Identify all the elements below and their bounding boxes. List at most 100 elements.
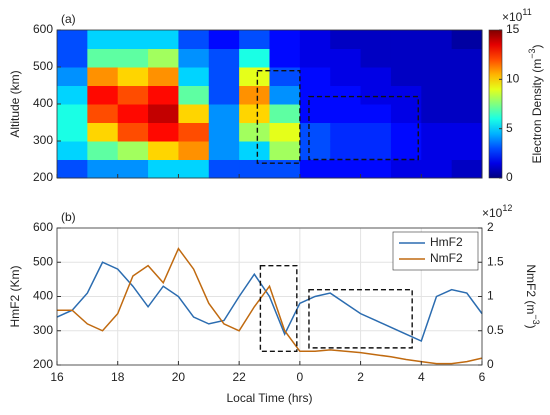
x-tick-label: 4: [418, 370, 425, 384]
heat-cell: [421, 122, 453, 142]
heat-cell: [208, 159, 240, 179]
heat-cell: [299, 85, 331, 105]
heat-cell: [148, 141, 179, 160]
y2-tick-label: 0.5: [487, 323, 504, 337]
heat-cell: [421, 159, 453, 179]
heat-cell: [330, 85, 362, 105]
heat-cell: [239, 141, 270, 160]
heat-cell: [117, 159, 149, 179]
legend-label: HmF2: [430, 235, 463, 249]
heat-cell: [239, 104, 270, 123]
y2-axis-label-part: NmF2 (m: [524, 264, 538, 314]
heat-cell: [57, 141, 88, 160]
heat-cell: [360, 159, 392, 179]
heat-cell: [269, 141, 301, 160]
heat-cell: [451, 141, 483, 160]
y-tick-label: 200: [33, 170, 53, 184]
heat-cell: [360, 85, 392, 105]
heat-cell: [421, 67, 453, 86]
highlight-box: [308, 95, 419, 161]
heat-cell: [208, 85, 240, 105]
heat-cell: [148, 85, 179, 105]
heat-cell: [87, 48, 119, 68]
colorbar-multiplier-part: 11: [522, 7, 531, 17]
legend-box: [392, 231, 479, 271]
heat-cell: [87, 104, 119, 123]
heat-cell: [330, 67, 362, 86]
heat-cell: [421, 85, 453, 105]
colorbar-label-part: ): [530, 45, 544, 49]
heat-cell: [269, 159, 301, 179]
heat-cell: [178, 104, 210, 123]
y2-axis-label: NmF2 (m−3): [524, 264, 541, 328]
heat-cell: [451, 30, 483, 49]
heat-cell: [360, 141, 392, 160]
colorbar-tick-label: 10: [506, 72, 520, 86]
y-tick-label: 400: [33, 289, 53, 303]
heat-cell: [57, 85, 88, 105]
heat-cell: [451, 85, 483, 105]
heat-cell: [117, 48, 149, 68]
heat-cell: [57, 122, 88, 142]
heat-cell: [330, 104, 362, 123]
heat-cell: [421, 30, 453, 49]
heat-cell: [87, 141, 119, 160]
heat-cell: [330, 159, 362, 179]
heat-cell: [390, 159, 422, 179]
heat-cell: [360, 48, 392, 68]
heat-cell: [299, 48, 331, 68]
heat-cell: [299, 141, 331, 160]
y2-tick-label: 2: [487, 220, 494, 234]
heat-cell: [451, 159, 483, 179]
heat-cell: [390, 122, 422, 142]
heat-cell: [208, 30, 240, 49]
y2-axis-label-part: ): [524, 325, 538, 329]
x-tick-label: 0: [297, 370, 304, 384]
panel-label: (a): [61, 12, 76, 26]
heat-cell: [239, 48, 270, 68]
x-axis-label: Local Time (hrs): [226, 391, 312, 405]
heat-cell: [117, 122, 149, 142]
x-tick-label: 6: [479, 370, 486, 384]
heat-cell: [148, 30, 179, 49]
heat-cell: [239, 67, 270, 86]
heat-cell: [390, 141, 422, 160]
heat-cell: [148, 104, 179, 123]
highlight-box: [259, 264, 298, 352]
heat-cell: [330, 30, 362, 49]
heat-cell: [208, 104, 240, 123]
y2-multiplier: ×1012: [482, 203, 512, 220]
y2-multiplier-part: ×10: [482, 206, 503, 220]
heat-cell: [117, 67, 149, 86]
y-tick-label: 200: [33, 357, 53, 371]
y-tick-label: 500: [33, 254, 53, 268]
x-tick-label: 16: [50, 370, 64, 384]
heat-cell: [87, 67, 119, 86]
heat-cell: [269, 85, 301, 105]
heat-cell: [451, 104, 483, 123]
heat-cell: [87, 85, 119, 105]
heat-cell: [148, 159, 179, 179]
y-tick-label: 300: [33, 133, 53, 147]
heat-cell: [57, 67, 88, 86]
heat-cell: [208, 48, 240, 68]
colorbar-label: Electron Density (m−3): [527, 45, 544, 164]
y2-multiplier-part: 12: [502, 203, 512, 213]
heat-cell: [117, 104, 149, 123]
heat-cell: [269, 67, 301, 86]
heat-cell: [390, 104, 422, 123]
line-series: [57, 247, 483, 365]
y-axis-label: HmF2 (Km): [8, 266, 22, 328]
heat-cell: [148, 48, 179, 68]
heat-cell: [87, 159, 119, 179]
heat-cell: [57, 104, 88, 123]
x-tick-label: 20: [172, 370, 186, 384]
heat-cell: [148, 122, 179, 142]
y-axis-label: Altitude (km): [8, 70, 22, 137]
heat-cell: [299, 159, 331, 179]
heat-cell: [239, 30, 270, 49]
colorbar-multiplier-part: ×10: [502, 10, 523, 24]
y2-tick-label: 0: [487, 357, 494, 371]
y-tick-label: 600: [33, 22, 53, 36]
